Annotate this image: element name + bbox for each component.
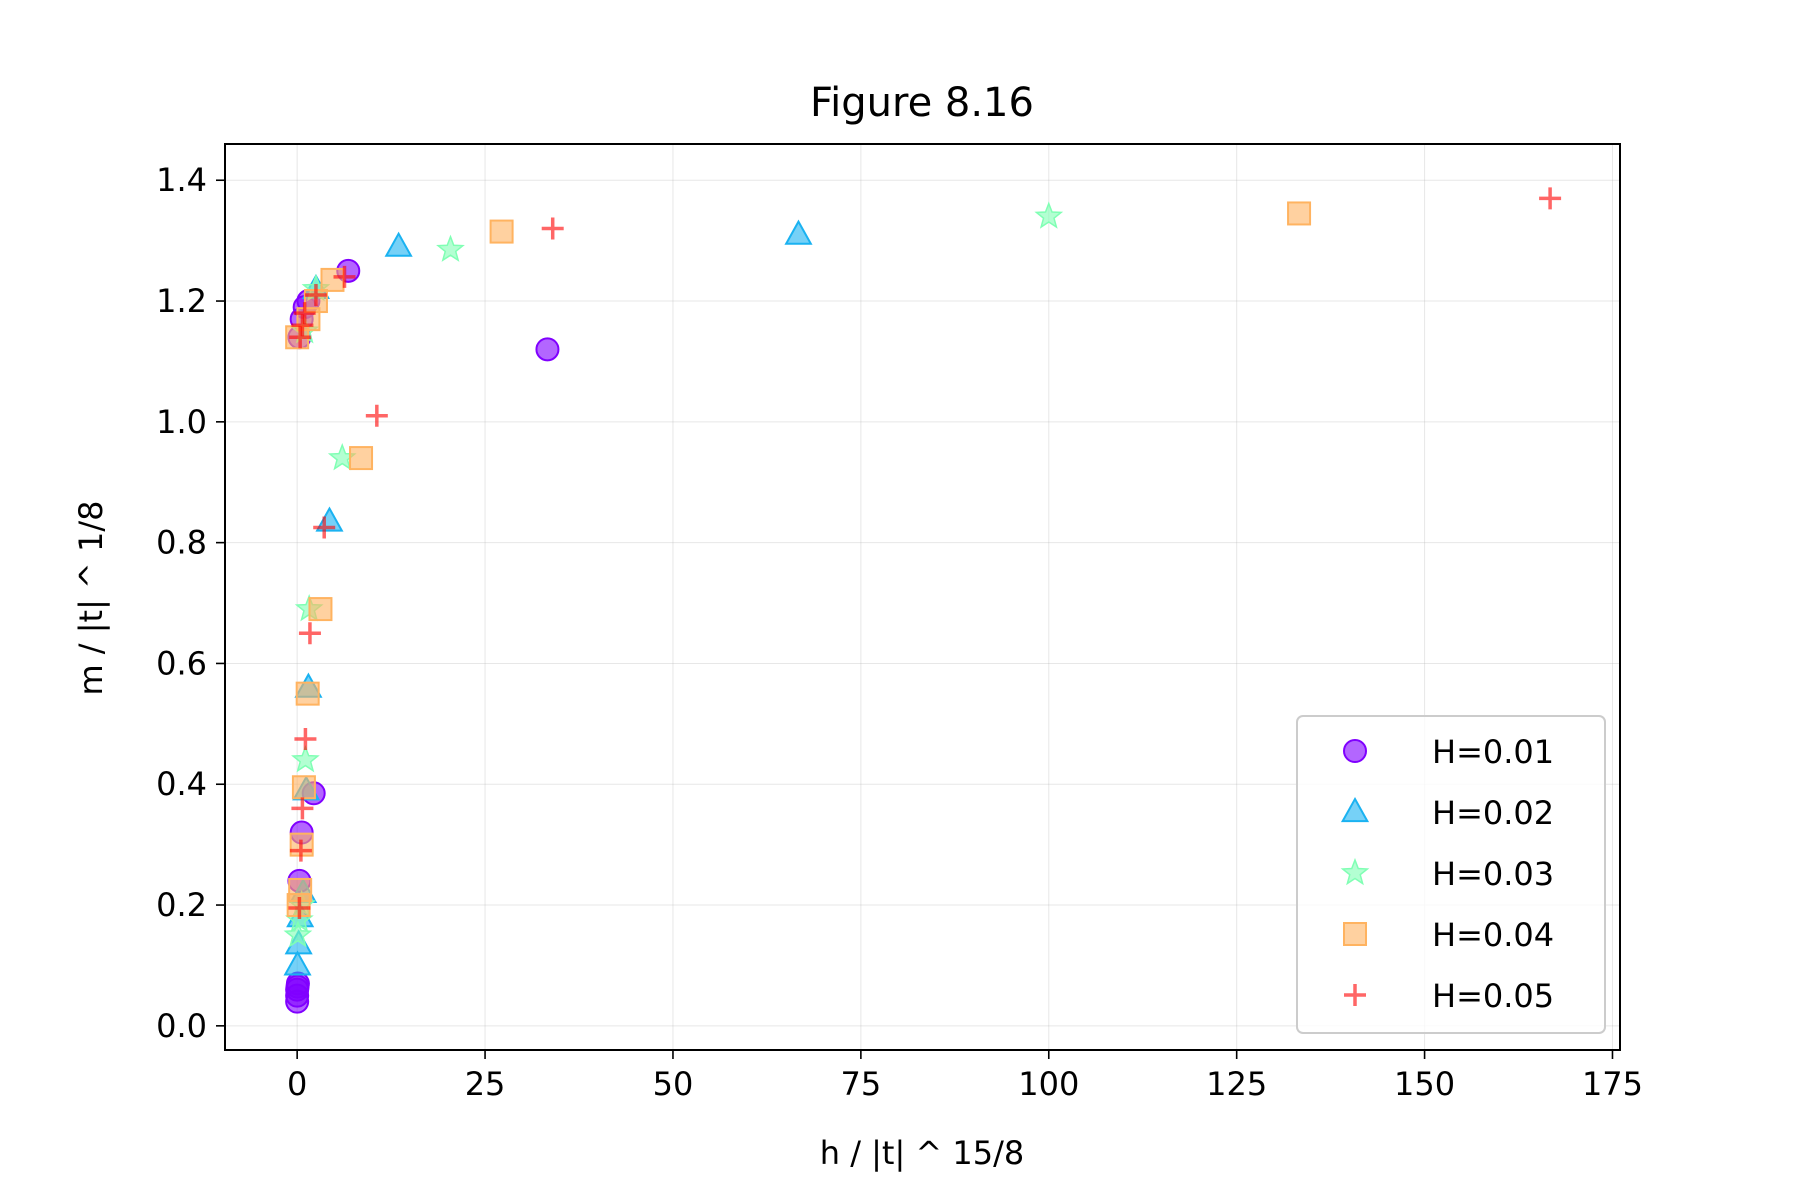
legend-marker — [1343, 922, 1367, 946]
y-axis-label: m / |t| ^ 1/8 — [72, 500, 110, 695]
data-point — [1539, 187, 1562, 210]
data-point — [291, 797, 314, 820]
y-tick-label: 0.6 — [156, 644, 207, 682]
data-point — [349, 446, 374, 471]
legend-label: H=0.05 — [1432, 977, 1554, 1015]
legend-box — [1296, 715, 1606, 1034]
data-point — [289, 326, 312, 349]
x-tick-label: 0 — [287, 1065, 307, 1103]
data-point — [291, 744, 320, 773]
y-tick-label: 0.0 — [156, 1007, 207, 1045]
x-tick-label: 50 — [653, 1065, 694, 1103]
data-point — [291, 314, 314, 337]
data-point — [308, 597, 333, 622]
x-tick-label: 100 — [1018, 1065, 1079, 1103]
data-point — [295, 681, 320, 706]
x-tick-label: 150 — [1394, 1065, 1455, 1103]
data-point — [313, 516, 336, 539]
data-point — [294, 727, 317, 750]
legend-marker — [1340, 857, 1370, 886]
y-tick-label: 1.4 — [156, 161, 207, 199]
legend-label: H=0.03 — [1432, 855, 1554, 893]
data-point — [1034, 201, 1064, 229]
legend-label: H=0.01 — [1432, 733, 1554, 771]
data-point — [288, 897, 311, 920]
legend-marker — [1343, 739, 1367, 763]
x-axis-label: h / |t| ^ 15/8 — [820, 1134, 1025, 1172]
x-tick-label: 175 — [1582, 1065, 1643, 1103]
data-point — [298, 622, 321, 645]
legend-marker — [1340, 796, 1370, 823]
data-point — [384, 231, 413, 257]
x-tick-label: 25 — [465, 1065, 506, 1103]
plot-frame — [224, 143, 1621, 1051]
y-tick-label: 1.0 — [156, 403, 207, 441]
data-point — [784, 219, 813, 245]
y-tick-label: 0.8 — [156, 524, 207, 562]
x-tick-label: 75 — [841, 1065, 882, 1103]
data-point — [436, 234, 465, 262]
data-point — [320, 267, 345, 292]
data-point — [489, 219, 514, 244]
data-points — [283, 187, 1562, 1014]
legend-marker — [1344, 984, 1366, 1006]
data-point — [291, 775, 316, 800]
legend-label: H=0.04 — [1432, 916, 1554, 954]
data-point — [365, 404, 388, 427]
y-tick-label: 0.4 — [156, 765, 207, 803]
data-point — [285, 971, 310, 996]
data-point — [333, 265, 356, 288]
legend-label: H=0.02 — [1432, 794, 1554, 832]
data-point — [1287, 201, 1312, 226]
data-point — [304, 284, 327, 306]
data-point — [535, 337, 560, 362]
y-tick-label: 0.2 — [156, 886, 207, 924]
chart-title: Figure 8.16 — [810, 80, 1034, 126]
data-point — [541, 217, 564, 240]
data-point — [283, 950, 312, 976]
data-point — [293, 302, 316, 325]
series-5 — [288, 187, 1562, 920]
y-tick-label: 1.2 — [156, 282, 207, 320]
x-tick-label: 125 — [1206, 1065, 1267, 1103]
data-point — [289, 839, 312, 862]
axis-ticks: 0 25 50 75 100 125 150 175 0.0 0.2 0.4 0.6 0.8 1.0 1.2… — [156, 161, 1643, 1103]
legend: H=0.01 H=0.02 H=0.03 H=0.04 H=0.05 — [1296, 715, 1606, 1034]
